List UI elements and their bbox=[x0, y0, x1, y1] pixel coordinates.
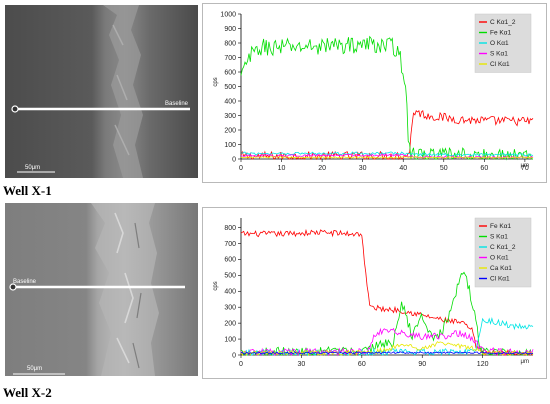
x-tick-label: 60 bbox=[480, 165, 488, 172]
baseline-start-marker bbox=[9, 283, 17, 291]
x-tick-label: 30 bbox=[298, 361, 306, 368]
y-tick-label: 600 bbox=[224, 69, 236, 76]
sem-background bbox=[5, 5, 198, 178]
x-tick-label: 20 bbox=[318, 165, 326, 172]
legend-entry: S Kα1 bbox=[490, 51, 508, 58]
y-tick-label: 800 bbox=[224, 225, 236, 232]
legend-entry: S Kα1 bbox=[490, 234, 508, 241]
y-tick-label: 700 bbox=[224, 55, 236, 62]
legend-entry: Fe Kα1 bbox=[490, 30, 511, 37]
legend-entry: Fe Kα1 bbox=[490, 223, 511, 230]
sem-background bbox=[5, 203, 198, 376]
baseline-label: Baseline bbox=[165, 101, 189, 107]
scale-bar-label: 50μm bbox=[27, 366, 42, 372]
corrosion-texture-dark bbox=[132, 222, 142, 369]
legend-entry: O Kα1 bbox=[490, 40, 509, 47]
y-tick-label: 900 bbox=[224, 26, 236, 33]
legend-entry: O Kα1 bbox=[490, 255, 509, 262]
y-tick-label: 700 bbox=[224, 241, 236, 248]
sem-image-x1: Baseline 50μm bbox=[5, 5, 198, 178]
baseline-start-marker bbox=[11, 105, 19, 113]
legend-entry: C Kα1_2 bbox=[490, 244, 516, 251]
x-axis-label: μm bbox=[521, 359, 529, 365]
series-line-cl bbox=[240, 351, 534, 355]
y-tick-label: 300 bbox=[224, 113, 236, 120]
y-tick-label: 300 bbox=[224, 305, 236, 312]
well-label-x1: Well X-1 bbox=[3, 183, 52, 198]
x-tick-label: 40 bbox=[399, 165, 407, 172]
legend: Fe Kα1 S Kα1 C Kα1_2 O Kα1 Ca Kα1 Cl Kα1 bbox=[474, 217, 532, 288]
series-line-ca bbox=[240, 341, 534, 356]
x-tick-label: 30 bbox=[359, 165, 367, 172]
y-axis-label: cps bbox=[213, 77, 219, 86]
well-label-x2: Well X-2 bbox=[3, 385, 52, 400]
series-line-fe bbox=[240, 228, 534, 356]
y-tick-label: 0 bbox=[232, 352, 236, 359]
series-line-cl bbox=[240, 156, 534, 159]
corrosion-texture bbox=[114, 212, 134, 364]
scale-bar-label: 50μm bbox=[25, 165, 40, 171]
y-tick-label: 800 bbox=[224, 40, 236, 47]
y-tick-label: 100 bbox=[224, 336, 236, 343]
x-tick-label: 0 bbox=[239, 361, 243, 368]
x-tick-label: 60 bbox=[358, 361, 366, 368]
x-tick-label: 10 bbox=[278, 165, 286, 172]
y-tick-label: 1000 bbox=[220, 11, 236, 18]
corrosion-layer bbox=[91, 203, 159, 376]
y-axis-label: cps bbox=[213, 281, 219, 290]
legend-box bbox=[474, 217, 532, 288]
series-line-o bbox=[240, 151, 534, 157]
series-line-c bbox=[240, 109, 534, 161]
baseline-label: Baseline bbox=[13, 279, 37, 285]
y-tick-label: 100 bbox=[224, 142, 236, 149]
x-axis-label: μm bbox=[521, 163, 529, 169]
x-tick-label: 0 bbox=[239, 165, 243, 172]
y-tick-label: 400 bbox=[224, 289, 236, 296]
series-line-fe bbox=[240, 35, 533, 161]
y-tick-label: 200 bbox=[224, 320, 236, 327]
y-tick-label: 500 bbox=[224, 84, 236, 91]
x-tick-label: 120 bbox=[477, 361, 489, 368]
corrosion-texture bbox=[112, 24, 130, 156]
sem-image-x2: Baseline 50μm bbox=[5, 203, 198, 376]
chart-box-x2: 0 100 200 300 400 500 600 700 800 0 30 60 90 120 cps μm… bbox=[202, 207, 547, 379]
eds-chart-x2: 0 100 200 300 400 500 600 700 800 0 30 60 90 120 cps μm… bbox=[213, 217, 534, 368]
chart-box-x1: 0 100 200 300 400 500 600 700 800 900 1000 0 10 20 30 4… bbox=[202, 3, 547, 183]
y-tick-label: 400 bbox=[224, 98, 236, 105]
legend-entry: Cl Kα1 bbox=[490, 276, 510, 283]
y-tick-label: 600 bbox=[224, 257, 236, 264]
x-tick-label: 50 bbox=[440, 165, 448, 172]
y-tick-label: 500 bbox=[224, 273, 236, 280]
y-tick-label: 200 bbox=[224, 127, 236, 134]
legend-entry: C Kα1_2 bbox=[490, 19, 516, 26]
legend: C Kα1_2 Fe Kα1 O Kα1 S Kα1 Cl Kα1 bbox=[474, 13, 532, 73]
x-tick-label: 70 bbox=[521, 165, 529, 172]
series-line-s bbox=[240, 153, 534, 159]
x-tick-label: 90 bbox=[418, 361, 426, 368]
y-tick-label: 0 bbox=[232, 156, 236, 163]
eds-chart-x1: 0 100 200 300 400 500 600 700 800 900 1000 0 10 20 30 4… bbox=[213, 11, 534, 172]
legend-entry: Cl Kα1 bbox=[490, 61, 510, 68]
legend-entry: Ca Kα1 bbox=[490, 265, 512, 272]
